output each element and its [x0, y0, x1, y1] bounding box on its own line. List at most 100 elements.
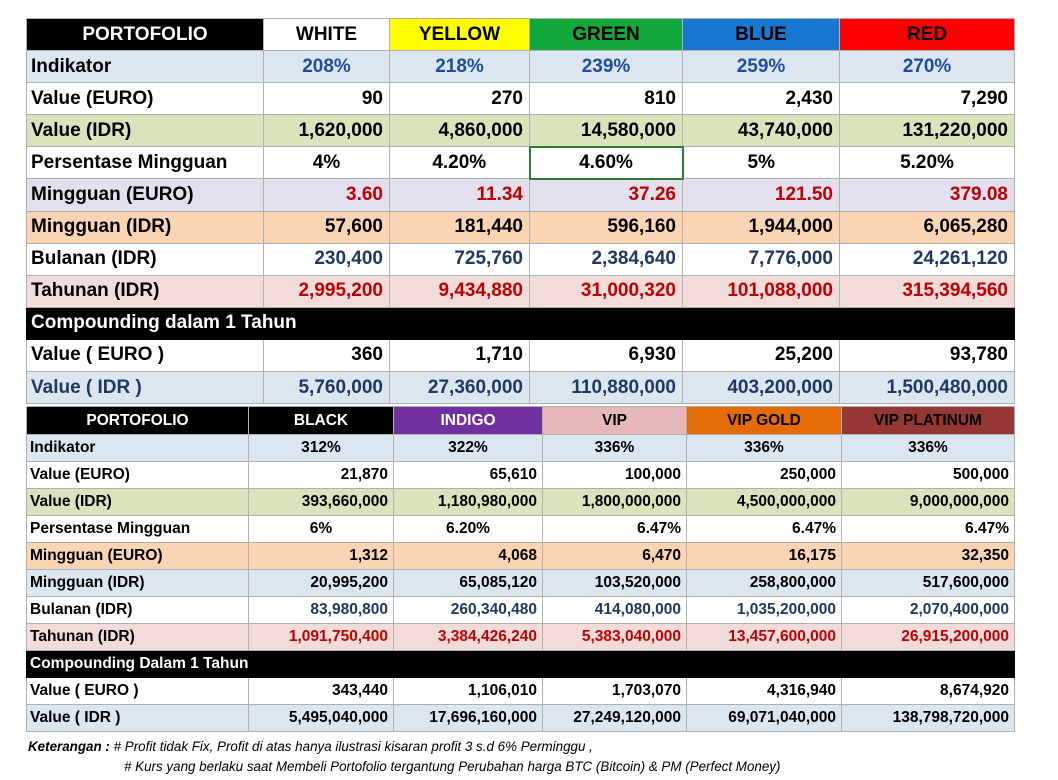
top-header-blue: BLUE — [682, 17, 840, 52]
portfolio-sheet: PORTOFOLIO WHITE YELLOW GREEN BLUE RED Indikat… — [26, 17, 1015, 733]
value-cell: 1,091,750,400 — [248, 623, 394, 652]
bottom-compounding-row: Value ( IDR ) 5,495,040,000 17,696,160,000… — [26, 704, 1015, 733]
value-cell: 2,430 — [682, 82, 840, 116]
value-cell: 239% — [529, 50, 683, 84]
value-cell: 17,696,160,000 — [393, 704, 543, 733]
bottom-row-persentase-mingguan: Persentase Mingguan 6% 6.20% 6.47% 6.47% 6.47… — [26, 515, 1015, 544]
value-cell: 312% — [248, 434, 394, 463]
value-cell: 7,776,000 — [682, 242, 840, 276]
bottom-row-value-euro: Value (EURO) 21,870 65,610 100,000 250,000 50… — [26, 461, 1015, 490]
value-cell: 6,930 — [529, 338, 683, 373]
top-row-mingguan-euro: Mingguan (EURO) 3.60 11.34 37.26 121.50 379.0… — [26, 178, 1015, 212]
top-row-value-euro: Value (EURO) 90 270 810 2,430 7,290 — [26, 82, 1015, 116]
value-cell: 31,000,320 — [529, 274, 683, 308]
value-cell: 11.34 — [389, 178, 530, 212]
value-cell: 360 — [263, 338, 390, 373]
compounding-title: Compounding Dalam 1 Tahun — [26, 650, 1015, 679]
value-cell: 3,384,426,240 — [393, 623, 543, 652]
value-cell: 725,760 — [389, 242, 530, 276]
row-label: Value ( IDR ) — [26, 704, 249, 733]
value-cell: 110,880,000 — [529, 371, 683, 405]
value-cell: 270 — [389, 82, 530, 116]
top-header-white: WHITE — [263, 17, 390, 52]
value-cell: 6,470 — [542, 542, 687, 571]
value-cell: 1,106,010 — [393, 677, 543, 706]
row-label: Mingguan (IDR) — [26, 569, 249, 598]
value-cell: 131,220,000 — [839, 114, 1015, 148]
value-cell: 500,000 — [841, 461, 1015, 490]
row-label: Persentase Mingguan — [26, 146, 264, 180]
top-portfolio-table: PORTOFOLIO WHITE YELLOW GREEN BLUE RED Indikat… — [26, 17, 1015, 405]
value-cell: 9,000,000,000 — [841, 488, 1015, 517]
bottom-header-vip: VIP — [542, 406, 687, 436]
value-cell: 6.47% — [686, 515, 842, 544]
value-cell: 4.20% — [389, 146, 530, 180]
bottom-row-mingguan-euro: Mingguan (EURO) 1,312 4,068 6,470 16,175 32,3… — [26, 542, 1015, 571]
bottom-row-bulanan-idr: Bulanan (IDR) 83,980,800 260,340,480 414,08… — [26, 596, 1015, 625]
value-cell: 3.60 — [263, 178, 390, 212]
value-cell: 4,316,940 — [686, 677, 842, 706]
value-cell: 596,160 — [529, 210, 683, 244]
value-cell: 26,915,200,000 — [841, 623, 1015, 652]
value-cell: 2,070,400,000 — [841, 596, 1015, 625]
value-cell: 5,760,000 — [263, 371, 390, 405]
value-cell: 1,944,000 — [682, 210, 840, 244]
value-cell: 20,995,200 — [248, 569, 394, 598]
row-label: Persentase Mingguan — [26, 515, 249, 544]
top-row-value-idr: Value (IDR) 1,620,000 4,860,000 14,580,000 4… — [26, 114, 1015, 148]
row-label: Indikator — [26, 434, 249, 463]
value-cell: 8,674,920 — [841, 677, 1015, 706]
value-cell: 393,660,000 — [248, 488, 394, 517]
value-cell: 2,384,640 — [529, 242, 683, 276]
row-label: Mingguan (IDR) — [26, 210, 264, 244]
value-cell: 2,995,200 — [263, 274, 390, 308]
top-header-yellow: YELLOW — [389, 17, 530, 52]
value-cell: 27,249,120,000 — [542, 704, 687, 733]
value-cell: 414,080,000 — [542, 596, 687, 625]
row-label: Value (EURO) — [26, 461, 249, 490]
value-cell: 343,440 — [248, 677, 394, 706]
top-header-red: RED — [839, 17, 1015, 52]
top-row-persentase-mingguan: Persentase Mingguan 4% 4.20% 4.60% 5% 5.20% — [26, 145, 1015, 180]
top-row-tahunan-idr: Tahunan (IDR) 2,995,200 9,434,880 31,000,32… — [26, 274, 1015, 308]
value-cell: 65,610 — [393, 461, 543, 490]
bottom-header-vip-gold: VIP GOLD — [686, 406, 842, 436]
value-cell: 258,800,000 — [686, 569, 842, 598]
bottom-header-indigo: INDIGO — [393, 406, 543, 436]
value-cell: 260,340,480 — [393, 596, 543, 625]
bottom-header-row: PORTOFOLIO BLACK INDIGO VIP VIP GOLD VIP PLAT… — [26, 406, 1015, 436]
value-cell: 9,434,880 — [389, 274, 530, 308]
top-header-portofolio: PORTOFOLIO — [26, 17, 264, 52]
note-line-1: Keterangan : # Profit tidak Fix, Profit … — [28, 739, 593, 754]
value-cell: 315,394,560 — [839, 274, 1015, 308]
value-cell: 27,360,000 — [389, 371, 530, 405]
value-cell: 1,035,200,000 — [686, 596, 842, 625]
value-cell: 270% — [839, 50, 1015, 84]
value-cell: 32,350 — [841, 542, 1015, 571]
value-cell: 6.47% — [841, 515, 1015, 544]
value-cell: 121.50 — [682, 178, 840, 212]
value-cell: 24,261,120 — [839, 242, 1015, 276]
value-cell: 5.20% — [839, 146, 1015, 180]
value-cell: 379.08 — [839, 178, 1015, 212]
value-cell: 6.47% — [542, 515, 687, 544]
row-label: Mingguan (EURO) — [26, 542, 249, 571]
value-cell: 250,000 — [686, 461, 842, 490]
value-cell: 1,703,070 — [542, 677, 687, 706]
value-cell: 69,071,040,000 — [686, 704, 842, 733]
value-cell: 7,290 — [839, 82, 1015, 116]
note-text-1: # Profit tidak Fix, Profit di atas hanya… — [113, 739, 593, 754]
value-cell: 810 — [529, 82, 683, 116]
bottom-row-indikator: Indikator 312% 322% 336% 336% 336% — [26, 434, 1015, 463]
value-cell: 57,600 — [263, 210, 390, 244]
top-row-bulanan-idr: Bulanan (IDR) 230,400 725,760 2,384,640 7,77… — [26, 242, 1015, 276]
value-cell: 4,860,000 — [389, 114, 530, 148]
bottom-row-value-idr: Value (IDR) 393,660,000 1,180,980,000 1,800… — [26, 488, 1015, 517]
value-cell: 218% — [389, 50, 530, 84]
value-cell: 16,175 — [686, 542, 842, 571]
value-cell: 181,440 — [389, 210, 530, 244]
value-cell: 4% — [263, 146, 390, 180]
top-row-mingguan-idr: Mingguan (IDR) 57,600 181,440 596,160 1,944,… — [26, 210, 1015, 244]
value-cell: 5% — [682, 146, 840, 180]
row-label: Value ( IDR ) — [26, 371, 264, 405]
